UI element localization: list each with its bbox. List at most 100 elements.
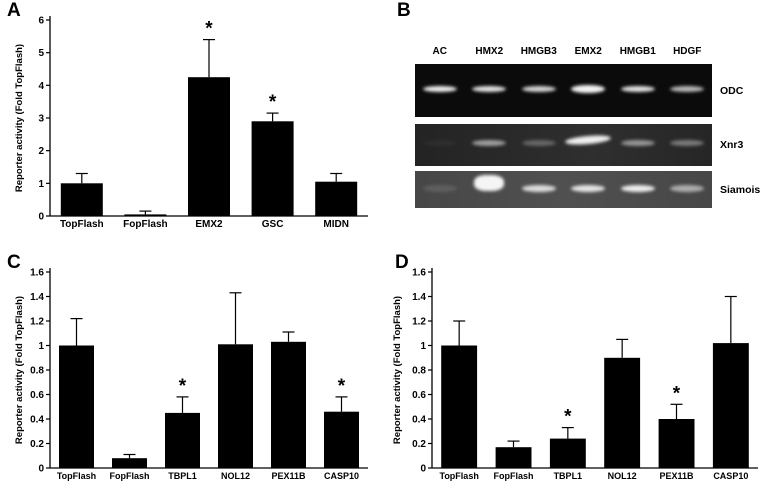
gel-band xyxy=(620,185,655,192)
panel-d: D 0 0.2 0.4 0.6 0.8 1 1.2 1.4 1.6 Reporter activi… xyxy=(388,252,777,498)
bar xyxy=(188,77,230,216)
gel-strip-odc xyxy=(415,64,712,117)
panel-a-label: A xyxy=(7,0,21,21)
y-tick-label: 1.2 xyxy=(412,317,426,328)
gel-band xyxy=(571,85,606,93)
bar xyxy=(60,183,103,216)
y-tick-label: 1.6 xyxy=(412,268,426,279)
gel-band xyxy=(472,86,507,92)
significance-star: * xyxy=(564,407,572,428)
y-tick-label: 0.8 xyxy=(30,366,44,377)
y-tick-label: 0 xyxy=(38,464,44,475)
bar xyxy=(124,214,167,216)
gel-rows: ODC Xnr3 Siamois xyxy=(415,64,760,208)
gel-lane-label: EMX2 xyxy=(574,46,602,57)
gel-row: ODC xyxy=(415,64,743,117)
panel-c: C 0 0.2 0.4 0.6 0.8 1 1.2 1.4 1.6 Reporter activi… xyxy=(0,252,385,498)
panel-c-label: C xyxy=(7,252,21,273)
gel-band xyxy=(565,134,612,146)
bar xyxy=(658,419,695,468)
y-axis-title: Reporter activity (Fold TopFlash) xyxy=(14,296,25,444)
y-tick-label: 1.4 xyxy=(412,292,426,303)
gel-band xyxy=(620,86,655,92)
bar xyxy=(604,357,641,469)
gel-row: Siamois xyxy=(415,171,760,208)
y-tick-label: 0.6 xyxy=(30,390,44,401)
gel-row-label: Xnr3 xyxy=(720,139,744,151)
gel-band xyxy=(670,185,705,192)
gel-band xyxy=(474,175,505,191)
y-axis-title: Reporter activity (Fold TopFlash) xyxy=(14,44,25,192)
x-category-label: TopFlash xyxy=(439,471,478,481)
gel-band xyxy=(670,86,705,92)
gel-band xyxy=(620,140,655,146)
bar xyxy=(165,412,200,468)
x-category-label: PEX11B xyxy=(271,471,306,481)
y-tick-label: 0 xyxy=(420,464,426,475)
gel-band xyxy=(571,185,606,192)
y-tick-label: 0.2 xyxy=(412,439,426,450)
y-tick-label: 0.6 xyxy=(412,390,426,401)
gel-row: Xnr3 xyxy=(415,124,743,166)
y-tick-label: 1 xyxy=(38,341,44,352)
y-tick-label: 0 xyxy=(38,212,44,223)
x-category-label: NOL12 xyxy=(221,471,250,481)
panel-a-bar-chart: 0 1 2 3 4 5 6 Reporter activity (Fold TopFlash)… xyxy=(14,16,368,230)
gel-lane-label: AC xyxy=(432,46,447,57)
bar xyxy=(324,411,359,468)
x-category-label: FopFlash xyxy=(123,219,167,230)
panel-d-label: D xyxy=(395,252,409,273)
bar xyxy=(712,343,749,468)
y-tick-label: 1.6 xyxy=(30,268,44,279)
gel-lane-label: HDGF xyxy=(673,46,702,57)
y-tick-label: 1 xyxy=(420,341,426,352)
x-category-label: TopFlash xyxy=(60,219,104,230)
panel-c-bar-chart: 0 0.2 0.4 0.6 0.8 1 1.2 1.4 1.6 Reporter activity… xyxy=(14,268,368,481)
bar xyxy=(549,438,586,468)
x-category-label: GSC xyxy=(262,219,284,230)
bar xyxy=(218,344,253,468)
y-tick-label: 2 xyxy=(38,146,44,157)
y-tick-label: 0.4 xyxy=(30,415,44,426)
gel-strip-siamois xyxy=(415,171,712,208)
gel-row-label: Siamois xyxy=(720,183,761,196)
y-axis-title: Reporter activity (Fold TopFlash) xyxy=(392,296,403,444)
gel-strip-xnr3 xyxy=(415,124,712,166)
gel-lane-label: HMGB3 xyxy=(520,46,557,57)
gel-band xyxy=(422,86,457,92)
gel-lane-labels: AC HMX2 HMGB3 EMX2 HMGB1 HDGF xyxy=(415,46,712,60)
bar xyxy=(251,121,294,216)
gel-band xyxy=(670,140,705,146)
significance-star: * xyxy=(179,376,187,397)
gel-band xyxy=(521,140,556,146)
significance-star: * xyxy=(269,92,277,113)
x-category-label: PEX11B xyxy=(659,471,694,481)
bar xyxy=(441,345,478,468)
gel-band xyxy=(521,185,556,192)
gel-band xyxy=(422,140,457,146)
bar xyxy=(271,341,306,468)
gel-lane-label: HMX2 xyxy=(475,46,504,57)
x-category-label: TopFlash xyxy=(57,471,96,481)
y-tick-label: 1.4 xyxy=(30,292,44,303)
gel-row-label: ODC xyxy=(720,84,744,97)
x-category-label: MIDN xyxy=(323,219,349,230)
y-tick-label: 0.4 xyxy=(412,415,426,426)
y-tick-label: 4 xyxy=(38,81,44,92)
panel-a: A 0 1 2 3 4 5 6 Reporter activity (Fold TopFlas… xyxy=(0,0,385,250)
y-tick-label: 5 xyxy=(38,48,44,59)
x-category-label: TBPL1 xyxy=(168,471,197,481)
x-category-label: CASP10 xyxy=(324,471,359,481)
panel-b-label: B xyxy=(397,0,411,21)
significance-star: * xyxy=(338,376,346,397)
gel-band xyxy=(422,185,457,192)
bar xyxy=(112,458,147,468)
bar xyxy=(315,181,358,216)
significance-star: * xyxy=(205,19,213,40)
significance-star: * xyxy=(673,383,681,404)
x-category-label: EMX2 xyxy=(195,219,223,230)
gel-band xyxy=(521,86,556,92)
x-category-label: NOL12 xyxy=(608,471,637,481)
x-category-label: FopFlash xyxy=(494,471,534,481)
